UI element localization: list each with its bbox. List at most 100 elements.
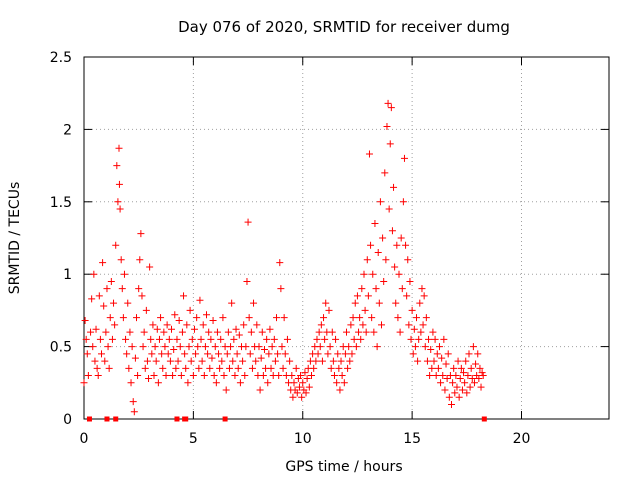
data-point — [114, 198, 122, 206]
data-point — [170, 345, 178, 353]
data-point — [359, 321, 367, 329]
data-point — [230, 335, 238, 343]
data-point — [93, 364, 101, 372]
data-point — [219, 314, 227, 322]
data-point — [322, 299, 330, 307]
data-point — [163, 321, 171, 329]
data-point — [450, 364, 458, 372]
data-point — [316, 343, 324, 351]
data-point — [347, 321, 355, 329]
data-point — [229, 357, 237, 365]
data-point — [404, 256, 412, 264]
data-point — [455, 393, 463, 401]
data-point — [398, 285, 406, 293]
data-point — [117, 256, 125, 264]
zero-point — [481, 416, 487, 422]
data-point — [127, 379, 135, 387]
data-point — [472, 360, 480, 368]
data-point — [128, 343, 136, 351]
data-point — [432, 372, 440, 380]
data-point — [332, 335, 340, 343]
data-point — [235, 331, 243, 339]
x-tick-label: 15 — [403, 431, 421, 447]
data-point — [453, 383, 461, 391]
x-tick-label: 0 — [80, 431, 89, 447]
data-point — [434, 364, 442, 372]
data-point — [152, 357, 160, 365]
data-point — [361, 306, 369, 314]
data-point — [345, 343, 353, 351]
data-point — [176, 343, 184, 351]
data-point — [451, 389, 459, 397]
data-point — [259, 372, 267, 380]
data-point — [125, 364, 133, 372]
data-point — [151, 343, 159, 351]
data-point — [253, 321, 261, 329]
data-point — [135, 285, 143, 293]
data-point — [143, 357, 151, 365]
data-point — [175, 317, 183, 325]
data-point — [357, 335, 365, 343]
data-point — [166, 357, 174, 365]
data-point — [433, 350, 441, 358]
data-point — [147, 335, 155, 343]
data-point — [429, 328, 437, 336]
data-point — [277, 285, 285, 293]
data-point — [402, 241, 410, 249]
data-point — [315, 328, 323, 336]
data-point — [154, 379, 162, 387]
data-point — [474, 350, 482, 358]
data-point — [187, 357, 195, 365]
data-point — [185, 343, 193, 351]
data-point — [119, 314, 127, 322]
data-point — [130, 408, 138, 416]
data-point — [133, 314, 140, 322]
data-point — [172, 364, 180, 372]
data-point — [428, 364, 436, 372]
data-point — [252, 357, 260, 365]
data-point — [280, 314, 288, 322]
data-point — [454, 357, 462, 365]
data-point — [378, 321, 385, 329]
data-point — [110, 299, 118, 307]
data-point — [343, 328, 350, 336]
data-point — [460, 369, 468, 377]
data-point — [427, 345, 435, 353]
data-point — [276, 259, 284, 267]
data-point — [96, 335, 104, 343]
data-point — [318, 357, 326, 365]
data-point — [267, 364, 275, 372]
data-point — [100, 302, 108, 310]
data-point — [445, 393, 453, 401]
y-tick-label: 1.5 — [50, 195, 72, 211]
data-point — [241, 372, 249, 380]
grid-lines — [84, 57, 609, 419]
data-point — [367, 241, 375, 249]
data-point — [224, 328, 232, 336]
data-point — [333, 379, 341, 387]
data-point — [81, 317, 89, 325]
data-point — [199, 321, 207, 329]
data-point — [289, 393, 297, 401]
data-point — [106, 314, 114, 322]
data-point — [379, 234, 387, 242]
data-point — [101, 357, 109, 365]
zero-point — [222, 416, 228, 422]
data-point — [210, 372, 218, 380]
data-point — [452, 372, 460, 380]
data-point — [203, 311, 210, 319]
data-point — [161, 343, 169, 351]
data-point — [288, 372, 296, 380]
zero-point — [86, 416, 92, 422]
data-point — [115, 180, 123, 188]
x-tick-label: 10 — [294, 431, 312, 447]
data-point — [295, 383, 303, 391]
axis-ticks: 0 5 10 15 20 0 0.5 1 1.5 2 2.5 — [50, 50, 609, 447]
data-point — [273, 314, 280, 322]
data-point — [350, 335, 358, 343]
data-point — [469, 343, 477, 351]
data-point — [463, 389, 471, 397]
data-point — [188, 335, 196, 343]
data-point — [245, 314, 253, 322]
data-point — [374, 248, 382, 256]
